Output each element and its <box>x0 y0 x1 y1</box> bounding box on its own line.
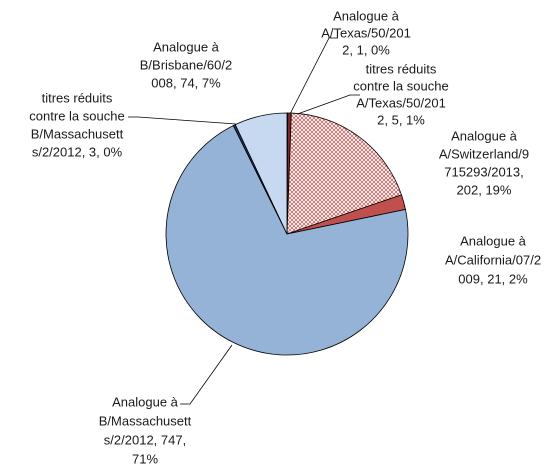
pie-slice <box>234 112 288 235</box>
pie <box>165 112 409 356</box>
leader-line <box>128 116 237 125</box>
data-label: Analogue à <box>333 8 400 23</box>
data-label: s/2/2012, 747, <box>104 432 186 447</box>
data-label: 2, 1, 0% <box>342 42 390 57</box>
data-label: titres réduits <box>366 61 437 76</box>
data-label: B/Massachusett <box>31 126 124 141</box>
leader-line <box>288 37 338 117</box>
data-labels: Analogue à A/Texas/50/201 2, 1, 0% titres r… <box>29 8 541 466</box>
data-label: 008, 74, 7% <box>151 75 221 90</box>
data-label: A/Texas/50/201 <box>356 95 446 110</box>
data-label: titres réduits <box>42 90 113 105</box>
leader-line <box>180 344 233 405</box>
data-label: A/Texas/50/201 <box>321 25 411 40</box>
data-label: Analogue à <box>112 394 179 409</box>
data-label: 2, 5, 1% <box>377 112 425 127</box>
data-label: Analogue à <box>153 39 220 54</box>
data-label: 71% <box>132 451 158 466</box>
data-label: contre la souche <box>353 78 448 93</box>
data-label: Analogue à <box>460 233 527 248</box>
data-label: 715293/2013, <box>444 164 524 179</box>
data-label: B/Massachusett <box>99 413 192 428</box>
data-label: 009, 21, 2% <box>458 271 528 286</box>
data-label: Analogue à <box>451 128 518 143</box>
data-label: A/California/07/2 <box>445 252 541 267</box>
pie-slice <box>286 112 402 235</box>
pie-slice <box>165 125 409 356</box>
leader-line <box>291 94 360 117</box>
data-label: s/2/2012, 3, 0% <box>32 144 123 159</box>
leader-lines <box>128 37 360 405</box>
data-label: contre la souche <box>29 108 124 123</box>
data-label: 202, 19% <box>457 182 512 197</box>
data-label: A/Switzerland/9 <box>439 146 529 161</box>
data-label: B/Brisbane/60/2 <box>140 57 233 72</box>
